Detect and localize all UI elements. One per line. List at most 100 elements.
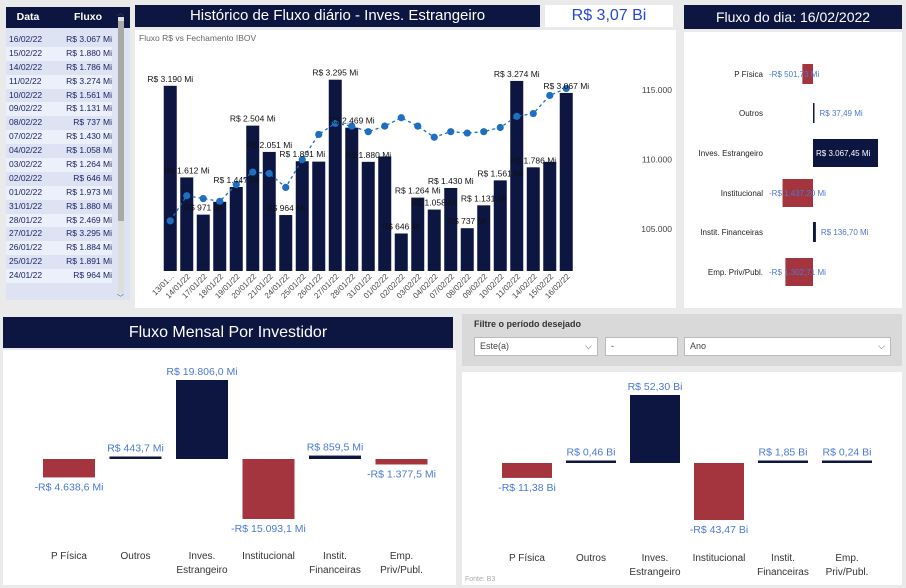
table-row[interactable]: 02/02/22 R$ 646 Mi [6,171,112,186]
ibov-point[interactable] [381,122,389,130]
row-value: R$ 1.880 Mi [66,200,112,211]
flow-bar[interactable] [312,161,326,271]
flow-bar[interactable] [694,463,744,520]
table-row[interactable]: 31/01/22 R$ 1.880 Mi [6,199,112,214]
table-scrollbar[interactable]: ︿ ﹀ [117,10,124,302]
flow-bar[interactable] [279,215,293,271]
ibov-point[interactable] [166,217,174,225]
flow-bar[interactable] [460,228,474,271]
column-header-flow[interactable]: Fluxo [74,11,102,23]
table-row[interactable]: 01/02/22 R$ 1.973 Mi [6,185,112,200]
day-flow-bar[interactable] [802,64,813,84]
flow-bar[interactable] [502,463,552,478]
column-header-date[interactable]: Data [16,11,40,23]
day-flow-bar[interactable] [813,103,815,123]
ibov-point[interactable] [315,130,323,139]
category-label: P Física [51,551,87,562]
day-flow-bar[interactable] [782,179,813,207]
ibov-point[interactable] [447,128,455,136]
ibov-point[interactable] [529,109,537,118]
table-row[interactable]: 07/02/22 R$ 1.430 Mi [6,130,112,145]
ibov-point[interactable] [348,122,356,130]
flow-bar[interactable] [559,92,573,272]
flow-bar[interactable] [526,167,540,271]
flow-bar[interactable] [176,380,228,459]
ibov-point[interactable] [496,123,504,132]
flow-bar[interactable] [411,197,425,271]
table-row[interactable]: 25/01/22 R$ 1.891 Mi [6,255,112,270]
period-count-input[interactable]: - [605,337,678,356]
ibov-point[interactable] [562,84,570,93]
day-flow-bar[interactable] [813,222,816,242]
flow-bar[interactable] [822,460,872,464]
period-unit-select[interactable]: Ano ⌵ [684,337,891,356]
flow-bar[interactable] [246,125,260,271]
table-row[interactable]: 28/01/22 R$ 2.469 Mi [6,213,112,228]
ibov-point[interactable] [480,128,488,136]
flow-bar[interactable] [328,79,342,271]
flow-bar[interactable] [510,80,524,271]
ibov-point[interactable] [298,155,306,164]
ibov-point[interactable] [331,119,339,127]
flow-bar[interactable] [345,127,359,272]
flow-bar[interactable] [477,205,491,271]
scrollbar-thumb[interactable] [118,21,124,221]
flow-bar[interactable] [444,187,458,271]
table-row[interactable]: 10/02/22 R$ 1.561 Mi [6,88,112,103]
flow-bar[interactable] [262,151,276,271]
ibov-point[interactable] [199,194,207,203]
flow-bar[interactable] [375,459,428,465]
period-relative-select[interactable]: Este(a) ⌵ [474,337,598,356]
table-row[interactable]: 14/02/22 R$ 1.786 Mi [6,60,112,75]
day-flow-bar[interactable] [813,139,878,167]
flow-bar[interactable] [493,180,507,271]
scrollbar-up-arrow[interactable]: ︿ [117,10,124,17]
ibov-point[interactable] [216,197,224,205]
ibov-point[interactable] [282,183,290,191]
category-label: Inves. Estrangeiro [699,149,764,158]
table-row[interactable]: 24/01/22 R$ 964 Mi [6,269,112,284]
ibov-point[interactable] [249,168,257,176]
ibov-point[interactable] [513,112,521,120]
table-row[interactable]: 08/02/22 R$ 737 Mi [6,116,112,131]
flow-bar[interactable] [630,395,680,463]
flow-bar[interactable] [427,209,441,271]
ibov-point[interactable] [397,114,405,122]
flow-bar[interactable] [295,161,309,271]
ibov-point[interactable] [546,91,554,100]
ibov-point[interactable] [183,192,191,200]
flow-bar[interactable] [180,177,194,271]
table-row[interactable]: 04/02/22 R$ 1.058 Mi [6,144,112,159]
day-flow-bar[interactable] [785,258,813,286]
ibov-point[interactable] [414,122,422,130]
flow-bar[interactable] [43,459,95,478]
flow-bar[interactable] [196,214,210,271]
table-row[interactable]: 09/02/22 R$ 1.131 Mi [6,102,112,117]
flow-bar[interactable] [229,186,243,271]
flow-bar[interactable] [543,161,557,271]
table-row[interactable]: 16/02/22 R$ 3.067 Mi [6,33,112,47]
flow-bar[interactable] [309,455,361,459]
table-row[interactable]: 11/02/22 R$ 3.274 Mi [6,74,112,89]
scrollbar-down-arrow[interactable]: ﹀ [117,295,124,302]
day-flow-svg: P Física -R$ 501,73 Mi Outros R$ 37,49 Mi In… [699,64,878,286]
table-row[interactable]: 26/01/22 R$ 1.884 Mi [6,241,112,256]
flow-bar[interactable] [163,85,177,271]
flow-bar[interactable] [213,201,227,271]
flow-bar[interactable] [566,460,616,464]
ibov-point[interactable] [232,181,240,189]
flow-bar[interactable] [361,161,375,271]
ibov-point[interactable] [463,129,471,137]
table-row[interactable]: 03/02/22 R$ 1.264 Mi [6,158,112,172]
ibov-point[interactable] [430,133,438,141]
flow-bar[interactable] [242,459,295,519]
table-row[interactable]: 27/01/22 R$ 3.295 Mi [6,227,112,242]
flow-bar[interactable] [394,233,408,271]
ibov-point[interactable] [364,128,372,136]
flow-bar[interactable] [378,156,392,271]
flow-bar[interactable] [109,456,162,460]
flow-bar[interactable] [758,460,808,464]
ibov-point[interactable] [265,169,273,178]
table-row[interactable]: 15/02/22 R$ 1.880 Mi [6,46,112,61]
